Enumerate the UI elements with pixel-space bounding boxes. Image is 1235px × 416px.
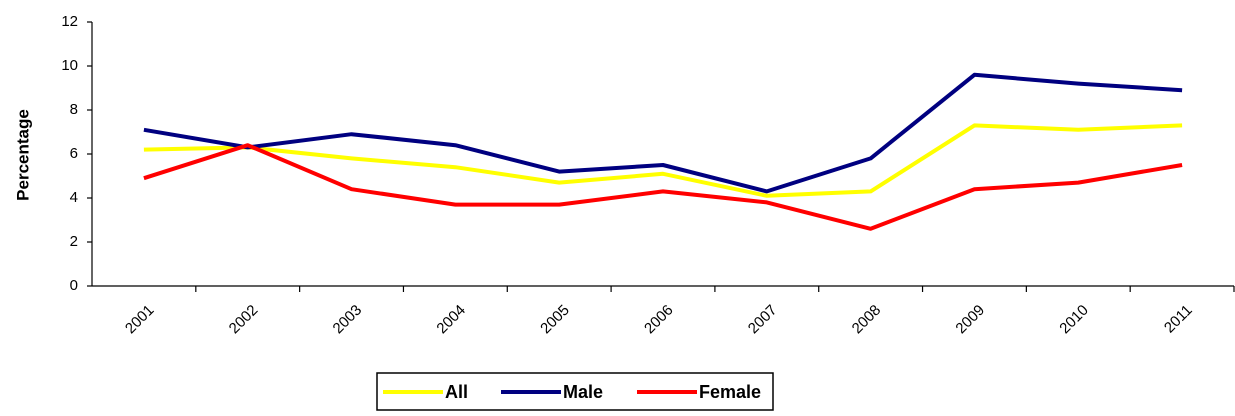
y-tick-label: 12 (61, 13, 78, 30)
y-tick-label: 8 (70, 101, 78, 118)
x-tick-label: 2010 (1056, 302, 1092, 338)
x-tick-label: 2003 (330, 302, 366, 338)
legend-label: Female (699, 382, 761, 402)
x-tick-label: 2002 (226, 302, 262, 338)
legend-label: Male (563, 382, 603, 402)
line-series (143, 123, 1183, 198)
y-axis-label: Percentage (13, 109, 32, 201)
y-tick-label: 10 (61, 57, 78, 74)
legend-label: All (445, 382, 468, 402)
x-tick-label: 2011 (1161, 302, 1196, 337)
x-tick-label: 2006 (641, 302, 677, 338)
x-tick-label: 2008 (849, 302, 885, 338)
y-tick-label: 0 (70, 277, 78, 294)
x-tick-label: 2007 (745, 302, 781, 338)
y-tick-label: 4 (70, 189, 78, 206)
x-tick-label: 2009 (952, 302, 988, 338)
line-series (143, 143, 1183, 231)
x-tick-label: 2004 (433, 302, 469, 338)
y-tick-label: 6 (70, 145, 78, 162)
line-series (143, 72, 1183, 194)
x-tick-label: 2005 (537, 302, 573, 338)
x-tick-label: 2001 (122, 302, 158, 338)
y-tick-label: 2 (70, 233, 78, 250)
